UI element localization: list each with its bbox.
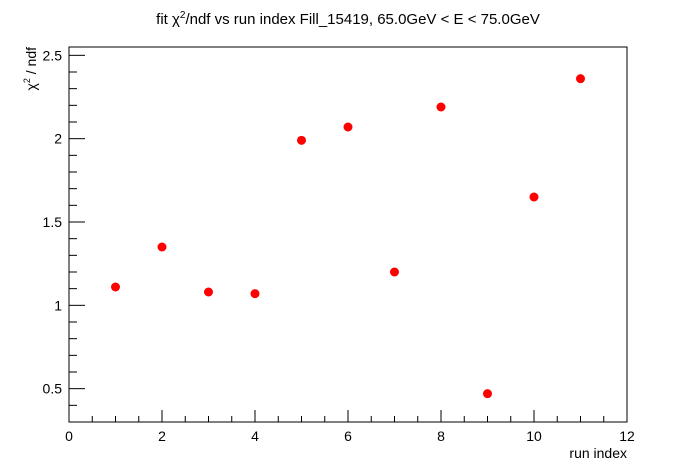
x-tick-label: 12 (619, 428, 635, 444)
chart-title-sup: 2 (180, 10, 186, 21)
y-tick-label: 0.5 (43, 381, 63, 397)
data-point (204, 287, 213, 297)
data-point (297, 135, 306, 145)
y-axis-label-suffix: / ndf (23, 47, 39, 78)
y-axis-label-prefix: χ (23, 83, 39, 91)
data-point (111, 282, 120, 292)
plot-area: 0 2 4 6 8 10 12 0.5 1 1.5 2 2.5 (43, 46, 635, 444)
plot-frame (68, 46, 628, 423)
data-point (483, 389, 492, 399)
y-axis-ticks (69, 54, 85, 423)
x-tick-label: 0 (65, 428, 73, 444)
chart-title: fit χ2/ndf vs run index Fill_15419, 65.0… (156, 10, 540, 28)
data-point (576, 74, 585, 84)
x-tick-label: 4 (251, 428, 259, 444)
data-point (529, 192, 539, 202)
y-axis-tick-labels: 0.5 1 1.5 2 2.5 (43, 47, 63, 396)
y-axis-label-sup: 2 (22, 78, 32, 83)
data-point (250, 289, 260, 299)
data-points (111, 74, 585, 399)
x-axis-label: run index (569, 445, 627, 461)
x-tick-label: 10 (526, 428, 542, 444)
data-point (390, 267, 399, 277)
y-tick-label: 1.5 (43, 214, 63, 230)
y-tick-label: 1 (54, 297, 62, 313)
chart-title-prefix: fit χ (156, 11, 180, 28)
data-point (157, 242, 167, 252)
y-tick-label: 2.5 (43, 47, 63, 63)
y-axis-label: χ2 / ndf (22, 47, 39, 91)
x-tick-label: 8 (437, 428, 445, 444)
x-tick-label: 2 (158, 428, 166, 444)
y-tick-label: 2 (54, 131, 62, 147)
x-axis-tick-labels: 0 2 4 6 8 10 12 (65, 428, 635, 444)
chart-title-suffix: /ndf vs run index Fill_15419, 65.0GeV < … (185, 11, 539, 28)
data-point (436, 102, 446, 112)
x-tick-label: 6 (344, 428, 352, 444)
data-point (343, 122, 353, 132)
x-axis-ticks (68, 410, 628, 422)
